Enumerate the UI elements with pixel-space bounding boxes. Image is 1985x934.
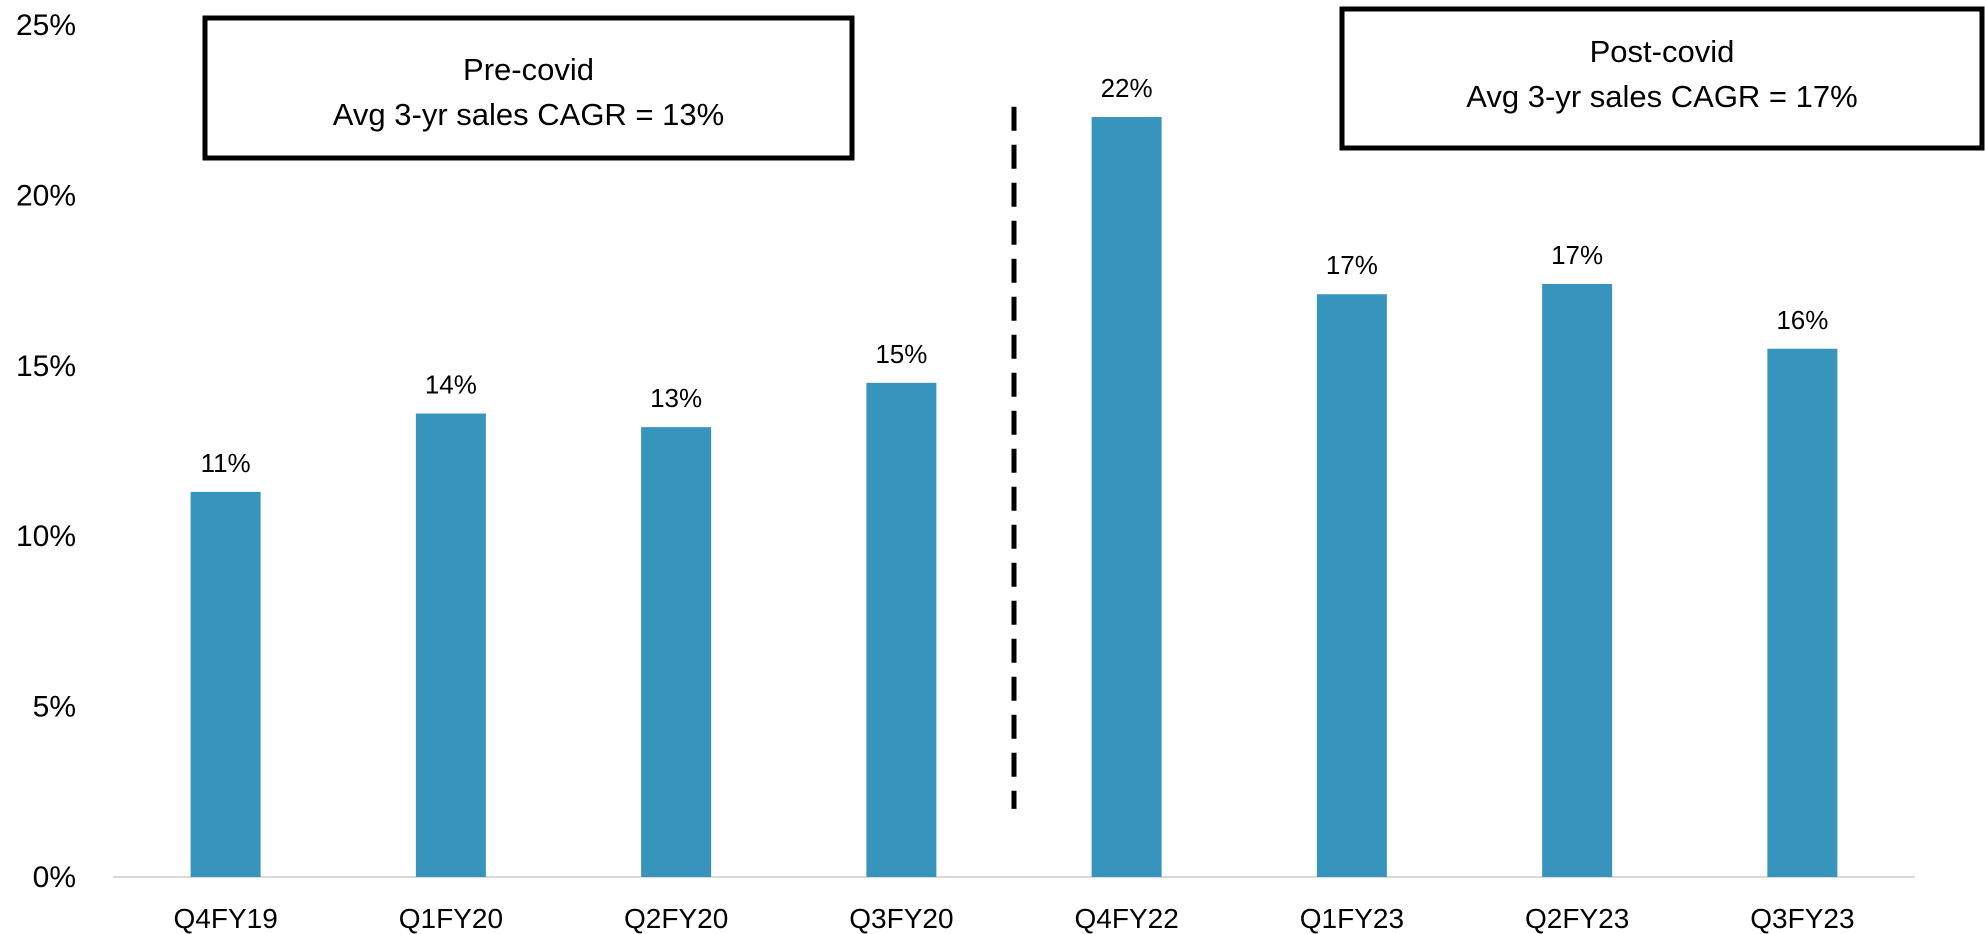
x-tick-label: Q1FY23 (1300, 903, 1404, 934)
annotation-text: Pre-covid (463, 52, 594, 87)
x-tick-label: Q1FY20 (399, 903, 503, 934)
x-axis: Q4FY19 Q1FY20 Q2FY20 Q3FY20 Q4FY22 Q1FY23 Q2FY… (173, 903, 1854, 934)
y-tick-label: 10% (16, 520, 76, 553)
annotation-box (1339, 6, 1985, 151)
annotation-text: Avg 3-yr sales CAGR = 13% (333, 97, 724, 132)
y-tick-label: 25% (16, 9, 76, 42)
annotation-box (202, 15, 855, 161)
data-label: 17% (1551, 240, 1603, 270)
data-label: 16% (1776, 305, 1828, 335)
y-tick-label: 15% (16, 350, 76, 383)
x-tick-label: Q2FY20 (624, 903, 728, 934)
data-label: 13% (650, 383, 702, 413)
bar (866, 382, 937, 877)
data-label: 22% (1101, 73, 1153, 103)
data-labels: 11% 14% 13% 15% 22% 17% 17% 16% (201, 73, 1829, 478)
x-tick-label: Q3FY23 (1750, 903, 1854, 934)
x-tick-label: Q2FY23 (1525, 903, 1629, 934)
bar (641, 427, 712, 877)
bar (1767, 348, 1838, 877)
y-tick-label: 20% (16, 179, 76, 212)
bar (1091, 117, 1162, 878)
x-tick-label: Q4FY19 (173, 903, 277, 934)
data-label: 15% (875, 339, 927, 369)
x-tick-label: Q4FY22 (1074, 903, 1178, 934)
bar (1542, 284, 1613, 877)
data-label: 14% (425, 370, 477, 400)
y-tick-label: 0% (33, 861, 76, 894)
bar-series (190, 117, 1838, 878)
annotation-text: Avg 3-yr sales CAGR = 17% (1466, 79, 1857, 114)
pre-covid-annotation: Pre-covid Avg 3-yr sales CAGR = 13% (202, 15, 855, 161)
data-label: 11% (201, 448, 251, 478)
bar (1316, 294, 1387, 877)
bar (190, 491, 261, 877)
annotation-text: Post-covid (1590, 34, 1735, 69)
x-tick-label: Q3FY20 (849, 903, 953, 934)
annotations: Pre-covid Avg 3-yr sales CAGR = 13% Post-c… (202, 6, 1985, 161)
data-label: 17% (1326, 250, 1378, 280)
post-covid-annotation: Post-covid Avg 3-yr sales CAGR = 17% (1339, 6, 1985, 151)
bar (415, 413, 486, 877)
y-tick-label: 5% (33, 691, 76, 724)
y-axis: 0% 5% 10% 15% 20% 25% (16, 9, 76, 894)
